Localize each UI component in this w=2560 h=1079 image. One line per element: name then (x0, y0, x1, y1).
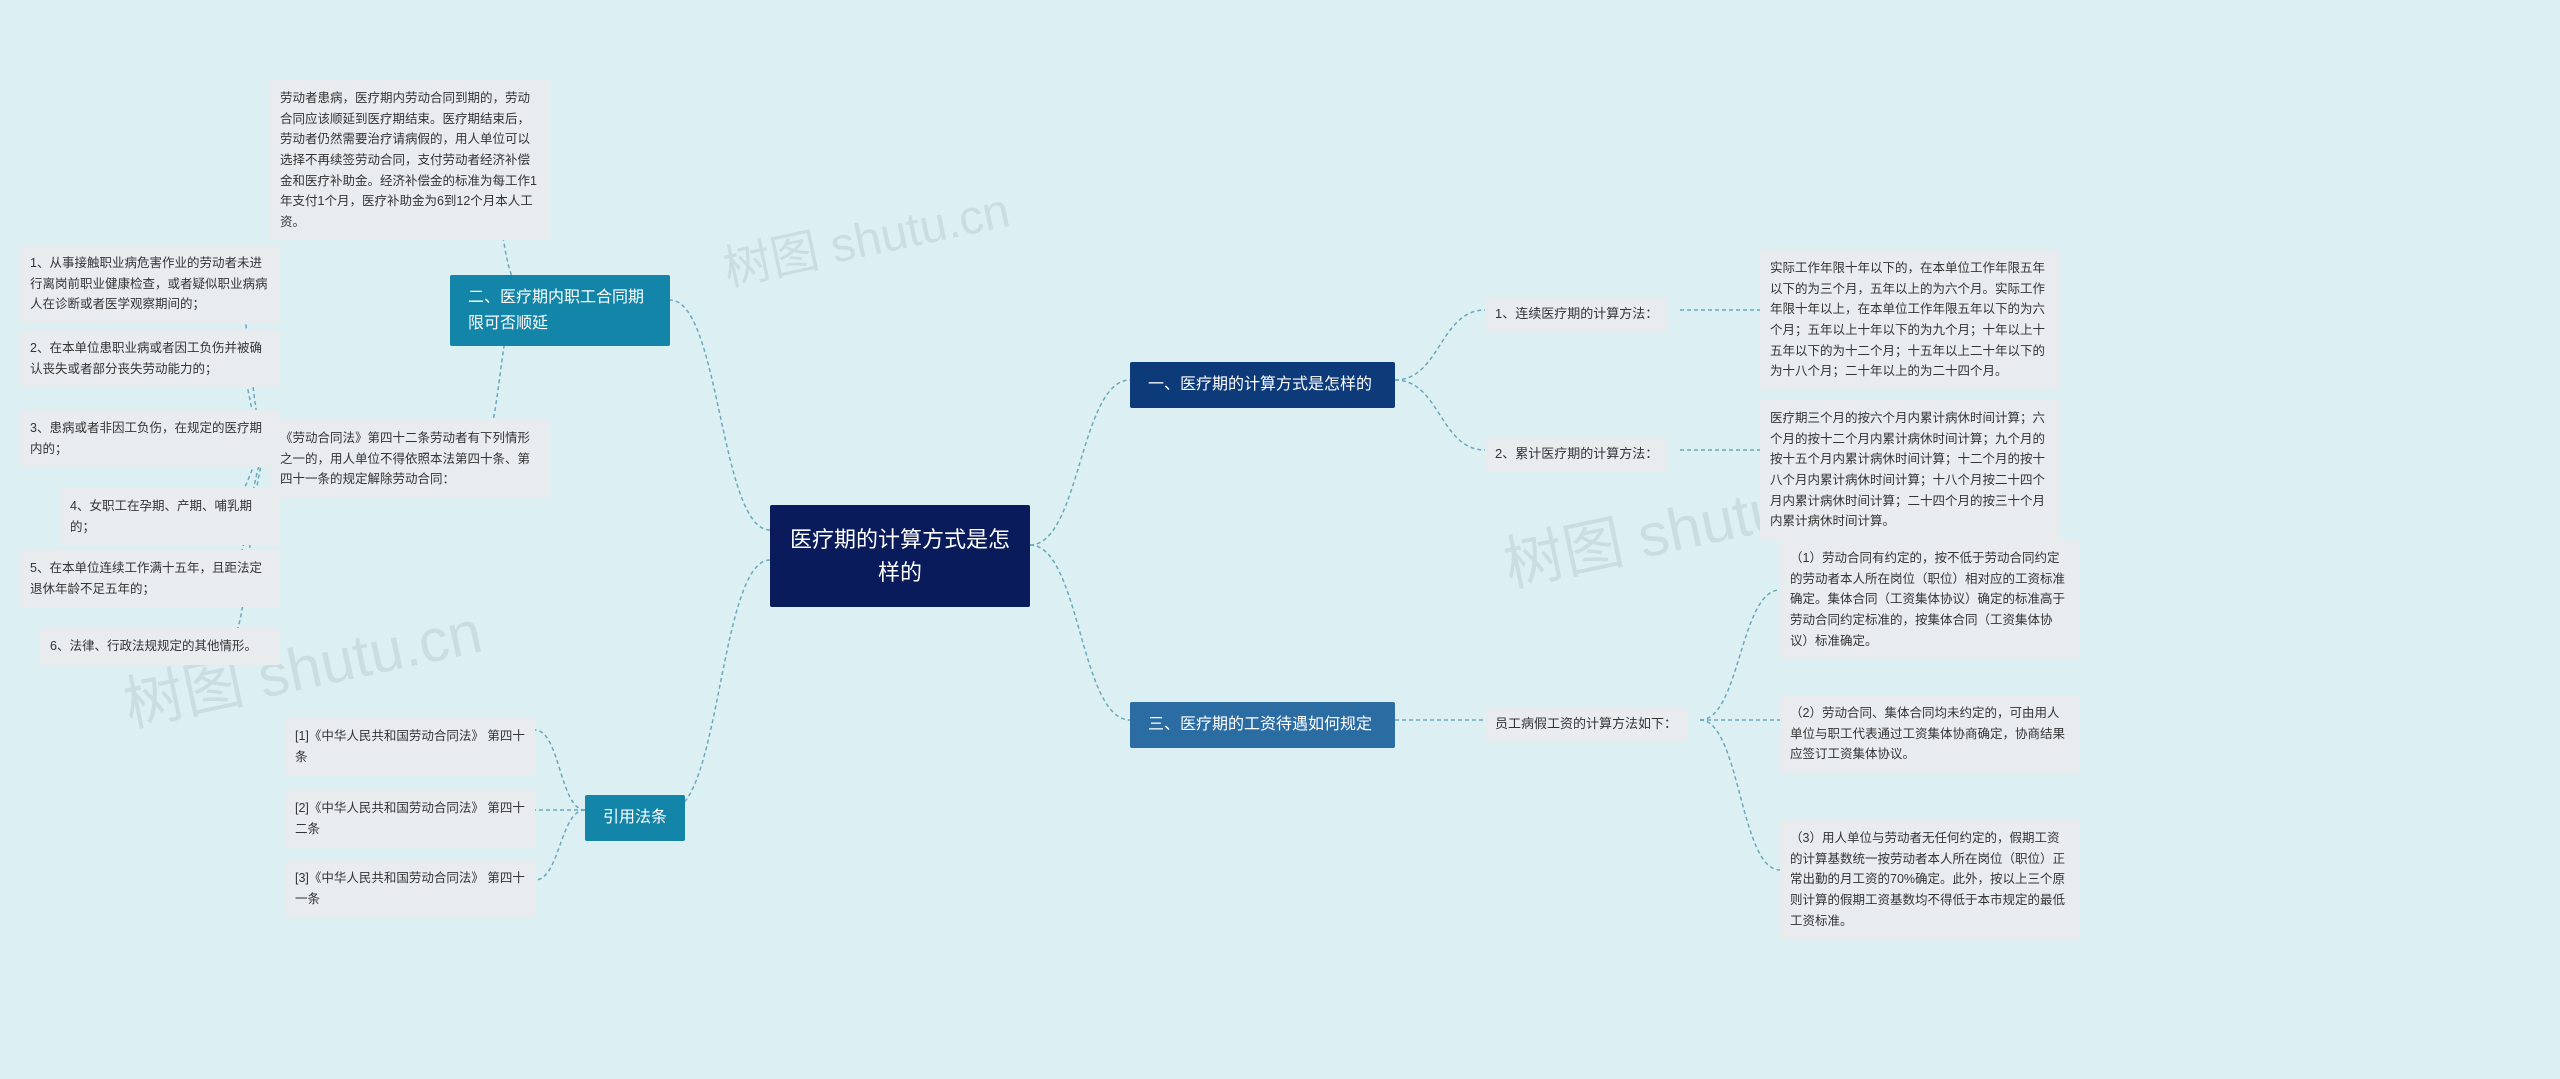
section3-d1: （1）劳动合同有约定的，按不低于劳动合同约定的劳动者本人所在岗位（职位）相对应的… (1780, 540, 2080, 659)
section2-law: 《劳动合同法》第四十二条劳动者有下列情形之一的，用人单位不得依照本法第四十条、第… (270, 420, 550, 498)
section-2[interactable]: 二、医疗期内职工合同期限可否顺延 (450, 275, 670, 346)
section2-c5: 5、在本单位连续工作满十五年，且距法定退休年龄不足五年的； (20, 550, 280, 607)
section2-c3: 3、患病或者非因工负伤，在规定的医疗期内的； (20, 410, 280, 467)
refs-title[interactable]: 引用法条 (585, 795, 685, 841)
watermark: 树图 shutu.cn (716, 171, 1015, 300)
section-1[interactable]: 一、医疗期的计算方式是怎样的 (1130, 362, 1395, 408)
section3-d3: （3）用人单位与劳动者无任何约定的，假期工资的计算基数统一按劳动者本人所在岗位（… (1780, 820, 2080, 939)
section2-c4: 4、女职工在孕期、产期、哺乳期的； (60, 488, 280, 545)
section1-item1[interactable]: 1、连续医疗期的计算方法： (1485, 298, 1668, 331)
section2-c6: 6、法律、行政法规规定的其他情形。 (40, 628, 280, 665)
section3-d2: （2）劳动合同、集体合同均未约定的，可由用人单位与职工代表通过工资集体协商确定，… (1780, 695, 2080, 773)
section2-c2: 2、在本单位患职业病或者因工负伤并被确认丧失或者部分丧失劳动能力的； (20, 330, 280, 387)
section2-detail1: 劳动者患病，医疗期内劳动合同到期的，劳动合同应该顺延到医疗期结束。医疗期结束后，… (270, 80, 550, 240)
ref-3: [3]《中华人民共和国劳动合同法》 第四十一条 (285, 860, 535, 917)
section1-item2-detail: 医疗期三个月的按六个月内累计病休时间计算；六个月的按十二个月内累计病休时间计算；… (1760, 400, 2060, 540)
section1-item2[interactable]: 2、累计医疗期的计算方法： (1485, 438, 1668, 471)
ref-1: [1]《中华人民共和国劳动合同法》 第四十条 (285, 718, 535, 775)
root-node[interactable]: 医疗期的计算方式是怎样的 (770, 505, 1030, 607)
section1-item1-detail: 实际工作年限十年以下的，在本单位工作年限五年以下的为三个月，五年以上的为六个月。… (1760, 250, 2060, 390)
section-3[interactable]: 三、医疗期的工资待遇如何规定 (1130, 702, 1395, 748)
section3-sub[interactable]: 员工病假工资的计算方法如下： (1485, 708, 1687, 741)
section2-c1: 1、从事接触职业病危害作业的劳动者未进行离岗前职业健康检查，或者疑似职业病病人在… (20, 245, 280, 323)
ref-2: [2]《中华人民共和国劳动合同法》 第四十二条 (285, 790, 535, 847)
